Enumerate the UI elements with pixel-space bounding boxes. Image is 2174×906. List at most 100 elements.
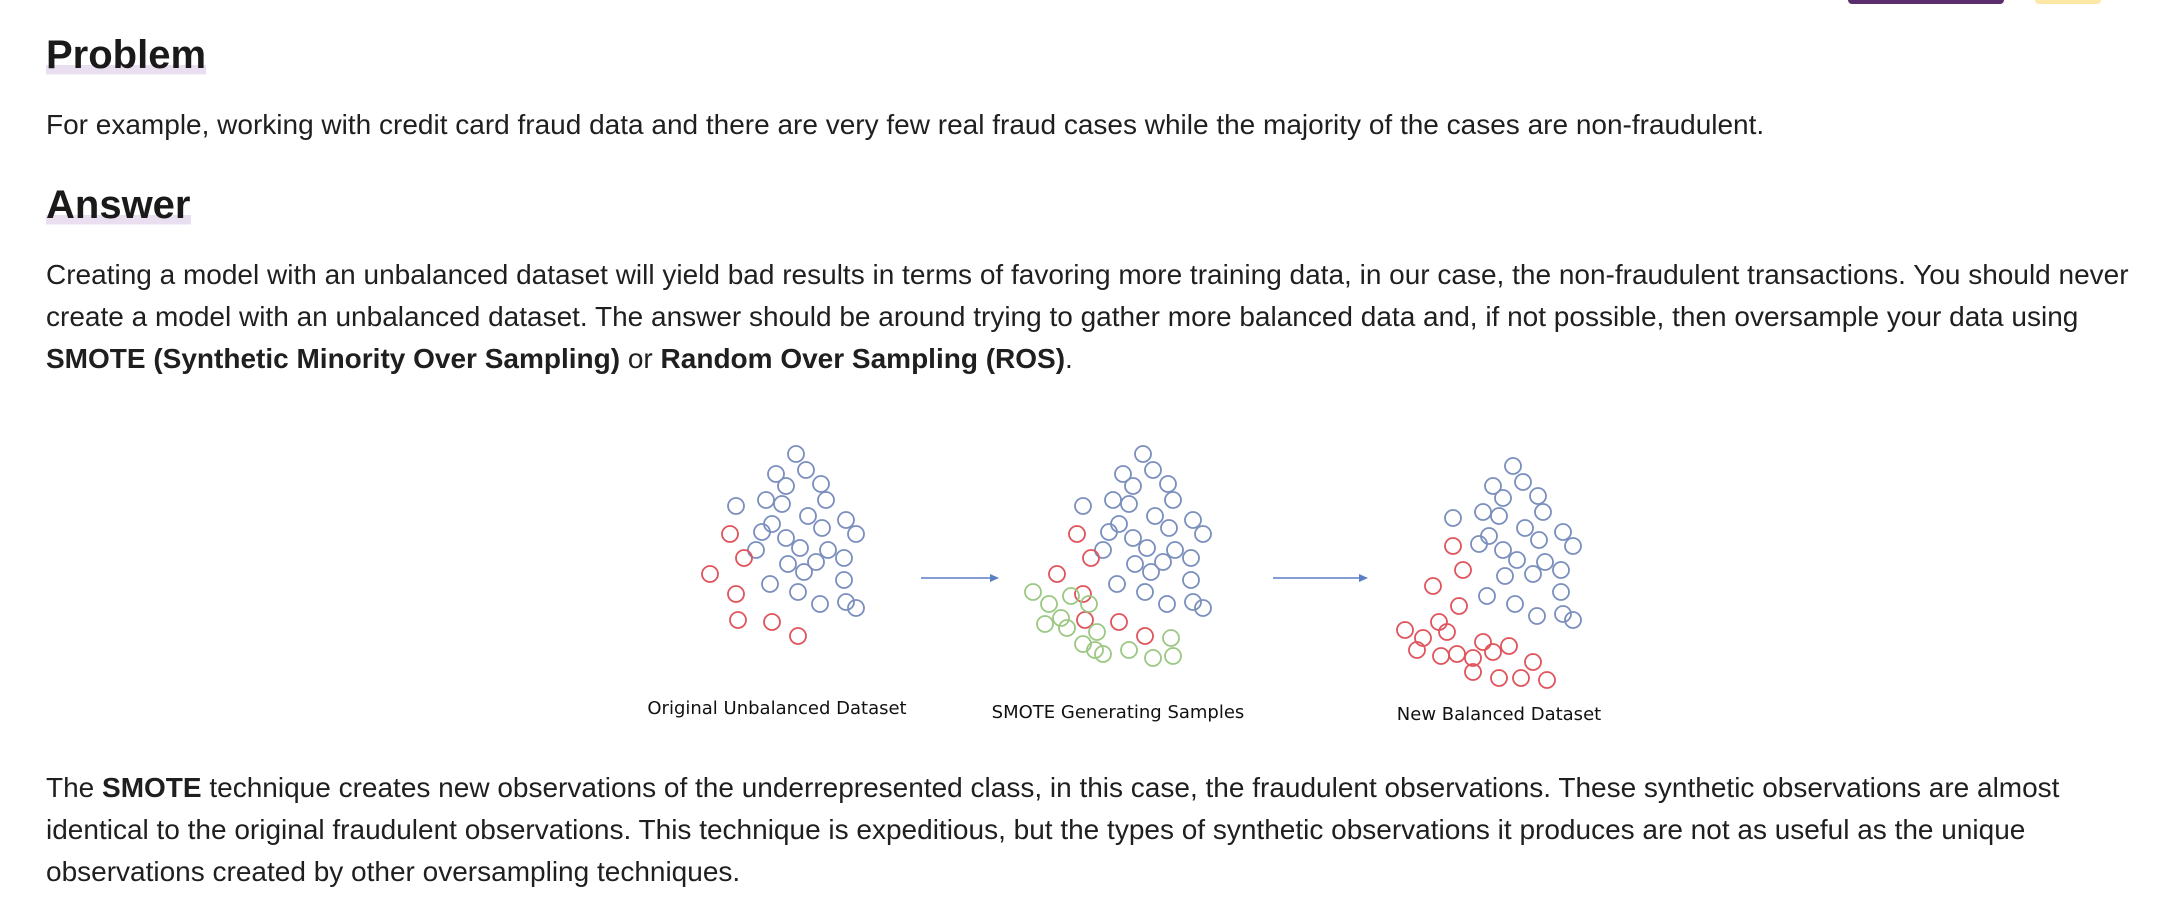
majority-sample-point [835, 549, 853, 567]
majority-sample-point [1154, 553, 1172, 571]
majority-sample-point [777, 477, 795, 495]
minority-sample-point [1068, 525, 1086, 543]
majority-sample-point [1184, 593, 1202, 611]
majority-sample-point [1534, 503, 1552, 521]
majority-sample-point [791, 539, 809, 557]
ros-term: Random Over Sampling (ROS) [660, 343, 1066, 374]
majority-sample-point [1494, 489, 1512, 507]
majority-sample-point [1160, 519, 1178, 537]
majority-sample-point [819, 541, 837, 559]
majority-sample-point [1104, 491, 1122, 509]
top-accent-bar [1848, 0, 2004, 4]
majority-sample-point [835, 571, 853, 589]
majority-sample-point [1554, 523, 1572, 541]
smote-illustration: Original Unbalanced Dataset SMOTE Genera… [641, 440, 1621, 740]
synthetic-sample-point [1062, 587, 1080, 605]
majority-sample-point [1470, 535, 1488, 553]
majority-sample-point [1124, 529, 1142, 547]
majority-sample-point [1478, 587, 1496, 605]
smote-diagram-svg [701, 445, 1582, 689]
synthetic-sample-point [1036, 615, 1054, 633]
caption-original-dataset: Original Unbalanced Dataset [647, 698, 907, 719]
majority-sample-point [1142, 563, 1160, 581]
smote-text-part-1: The [46, 772, 103, 803]
minority-sample-point [1474, 633, 1492, 651]
majority-sample-point [1138, 539, 1156, 557]
minority-sample-point [729, 611, 747, 629]
majority-sample-point [1506, 595, 1524, 613]
minority-sample-point [727, 585, 745, 603]
majority-sample-point [787, 445, 805, 463]
synthetic-sample-point [1162, 629, 1180, 647]
minority-sample-point [735, 549, 753, 567]
answer-text-part-1: Creating a model with an unbalanced data… [46, 259, 2129, 332]
majority-sample-point [1508, 551, 1526, 569]
majority-sample-point [753, 523, 771, 541]
majority-sample-point [811, 595, 829, 613]
synthetic-sample-point [1052, 609, 1070, 627]
majority-sample-point [1444, 509, 1462, 527]
majority-sample-point [773, 495, 791, 513]
majority-sample-point [1144, 461, 1162, 479]
arrow-to-balanced-head [1359, 574, 1368, 582]
majority-sample-point [1182, 549, 1200, 567]
majority-sample-point [1146, 507, 1164, 525]
minority-sample-point [1074, 585, 1092, 603]
answer-text: Creating a model with an unbalanced data… [46, 254, 2146, 380]
majority-sample-point [1194, 599, 1212, 617]
minority-sample-point [1444, 537, 1462, 555]
majority-sample-point [757, 491, 775, 509]
majority-sample-point [837, 511, 855, 529]
majority-sample-point [1484, 477, 1502, 495]
majority-sample-point [1136, 583, 1154, 601]
majority-sample-point [1134, 445, 1152, 463]
answer-text-or: or [620, 343, 661, 374]
majority-sample-point [1159, 475, 1177, 493]
majority-sample-point [1514, 473, 1532, 491]
minority-sample-point [1408, 641, 1426, 659]
minority-sample-point [1430, 613, 1448, 631]
minority-sample-point [1538, 671, 1556, 689]
majority-sample-point [1194, 525, 1212, 543]
majority-sample-point [1158, 595, 1176, 613]
majority-sample-point [1496, 567, 1514, 585]
majority-sample-point [795, 563, 813, 581]
minority-sample-point [1076, 611, 1094, 629]
smote-explanation: The SMOTE technique creates new observat… [46, 767, 2146, 893]
majority-sample-point [807, 553, 825, 571]
majority-sample-point [1564, 611, 1582, 629]
majority-sample-point [1094, 541, 1112, 559]
majority-sample-point [1164, 491, 1182, 509]
smote-term-bold: SMOTE [102, 772, 202, 803]
minority-sample-point [1048, 565, 1066, 583]
majority-sample-point [1528, 607, 1546, 625]
majority-sample-point [727, 497, 745, 515]
majority-sample-point [1110, 515, 1128, 533]
synthetic-sample-point [1144, 649, 1162, 667]
majority-sample-point [747, 541, 765, 559]
answer-text-end: . [1065, 343, 1073, 374]
minority-sample-point [1110, 613, 1128, 631]
majority-sample-point [1524, 565, 1542, 583]
majority-sample-point [763, 515, 781, 533]
minority-sample-point [1464, 649, 1482, 667]
answer-heading: Answer [46, 182, 191, 228]
synthetic-sample-point [1086, 641, 1104, 659]
synthetic-sample-point [1088, 623, 1106, 641]
minority-sample-point [1454, 561, 1472, 579]
majority-sample-point [1182, 571, 1200, 589]
majority-sample-point [761, 575, 779, 593]
majority-sample-point [1184, 511, 1202, 529]
problem-heading: Problem [46, 32, 207, 78]
synthetic-sample-point [1080, 595, 1098, 613]
synthetic-sample-point [1024, 583, 1042, 601]
majority-sample-point [1166, 541, 1184, 559]
majority-sample-point [1530, 531, 1548, 549]
majority-sample-point [812, 475, 830, 493]
majority-sample-point [1536, 553, 1554, 571]
smote-text-part-2: technique creates new observations of th… [46, 772, 2060, 887]
synthetic-sample-point [1040, 595, 1058, 613]
majority-sample-point [1552, 583, 1570, 601]
majority-sample-point [1100, 523, 1118, 541]
majority-sample-point [1552, 561, 1570, 579]
